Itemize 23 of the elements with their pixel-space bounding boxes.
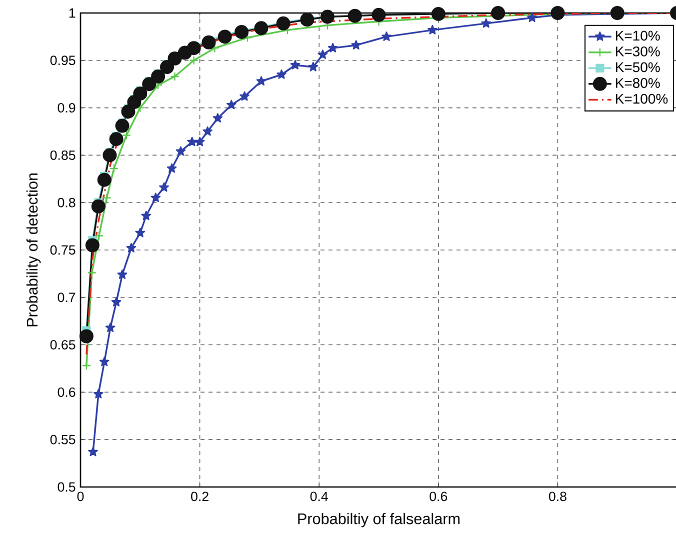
y-tick-label: 0.8 (58, 198, 76, 208)
y-tick-label: 0.85 (50, 150, 76, 160)
y-tick-label: 0.6 (58, 387, 76, 397)
x-tick-label: 0 (77, 492, 84, 502)
y-tick-label: 1 (69, 8, 76, 18)
y-tick-label: 0.5 (58, 482, 76, 492)
y-tick-label: 0.55 (50, 434, 76, 444)
y-tick-label: 0.9 (58, 103, 76, 113)
x-tick-label: 0.2 (191, 492, 208, 502)
legend-label: K=100% (616, 94, 668, 104)
legend-label: K=80% (616, 78, 660, 88)
y-tick-label: 0.95 (50, 56, 76, 66)
y-axis-title: Probability of detection (26, 173, 41, 326)
y-tick-label: 0.75 (50, 245, 76, 255)
legend-label: K=10% (616, 30, 660, 41)
x-axis-title: Probabiltiy of falsealarm (298, 512, 460, 528)
x-tick-label: 0.6 (430, 492, 448, 502)
x-tick-label: 0.8 (548, 492, 566, 502)
x-tick-label: 0.4 (310, 492, 328, 502)
legend-label: K=50% (616, 62, 660, 72)
y-tick-label: 0.7 (58, 292, 76, 302)
legend-label: K=30% (616, 46, 660, 56)
y-tick-label: 0.65 (50, 340, 76, 350)
